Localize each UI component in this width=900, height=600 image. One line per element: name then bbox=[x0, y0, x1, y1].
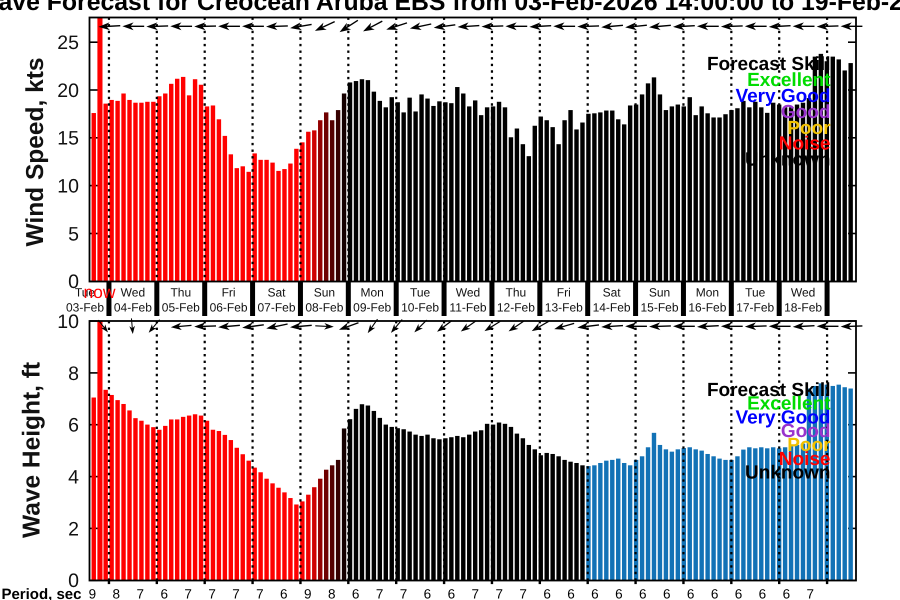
svg-text:Wed: Wed bbox=[456, 286, 480, 300]
svg-text:Sun: Sun bbox=[649, 286, 670, 300]
svg-text:7: 7 bbox=[400, 587, 408, 600]
svg-text:Tue: Tue bbox=[75, 286, 96, 300]
svg-text:Sun: Sun bbox=[314, 286, 335, 300]
svg-text:08-Feb: 08-Feb bbox=[305, 301, 343, 315]
svg-text:6: 6 bbox=[639, 587, 647, 600]
svg-text:Thu: Thu bbox=[170, 286, 191, 300]
svg-text:Mon: Mon bbox=[696, 286, 719, 300]
svg-text:8: 8 bbox=[328, 587, 336, 600]
svg-text:Poor: Poor bbox=[787, 435, 831, 456]
svg-text:25: 25 bbox=[57, 32, 79, 54]
svg-text:11-Feb: 11-Feb bbox=[449, 301, 486, 315]
svg-text:6: 6 bbox=[711, 587, 719, 600]
svg-text:Fri: Fri bbox=[222, 286, 236, 300]
svg-text:6: 6 bbox=[280, 587, 288, 600]
svg-text:8: 8 bbox=[113, 587, 121, 600]
svg-text:Excellent: Excellent bbox=[747, 70, 831, 91]
svg-text:Good: Good bbox=[781, 421, 831, 442]
svg-text:6: 6 bbox=[783, 587, 791, 600]
svg-text:Forecast Skill: Forecast Skill bbox=[707, 54, 831, 75]
svg-text:Excellent: Excellent bbox=[747, 394, 831, 415]
svg-text:Very Good: Very Good bbox=[735, 407, 830, 428]
svg-text:4: 4 bbox=[68, 467, 79, 489]
svg-text:6: 6 bbox=[448, 587, 456, 600]
svg-text:Tue: Tue bbox=[745, 286, 766, 300]
svg-text:14-Feb: 14-Feb bbox=[593, 301, 631, 315]
svg-text:7: 7 bbox=[232, 587, 240, 600]
svg-text:6: 6 bbox=[352, 587, 360, 600]
svg-text:6: 6 bbox=[160, 587, 168, 600]
svg-text:5: 5 bbox=[68, 223, 79, 245]
svg-text:13-Feb: 13-Feb bbox=[545, 301, 583, 315]
svg-text:7: 7 bbox=[472, 587, 480, 600]
svg-text:0: 0 bbox=[68, 570, 79, 592]
svg-text:10: 10 bbox=[57, 176, 79, 198]
svg-text:6: 6 bbox=[591, 587, 599, 600]
svg-text:Wind Speed, kts: Wind Speed, kts bbox=[22, 57, 49, 246]
svg-text:Thu: Thu bbox=[506, 286, 527, 300]
svg-text:6: 6 bbox=[663, 587, 671, 600]
svg-text:Fri: Fri bbox=[557, 286, 571, 300]
svg-text:9: 9 bbox=[89, 587, 97, 600]
svg-text:6: 6 bbox=[68, 415, 79, 437]
svg-text:7: 7 bbox=[519, 587, 527, 600]
svg-text:6: 6 bbox=[615, 587, 623, 600]
svg-text:9: 9 bbox=[304, 587, 312, 600]
svg-text:7: 7 bbox=[208, 587, 216, 600]
svg-text:Mon: Mon bbox=[361, 286, 384, 300]
svg-text:Poor: Poor bbox=[787, 118, 831, 139]
svg-text:09-Feb: 09-Feb bbox=[353, 301, 391, 315]
svg-text:20: 20 bbox=[57, 80, 79, 102]
svg-text:Unknown: Unknown bbox=[745, 463, 831, 484]
svg-text:Wave Forecast for Creocean Aru: Wave Forecast for Creocean Aruba EBS fro… bbox=[0, 0, 900, 16]
svg-text:now: now bbox=[83, 282, 115, 302]
svg-text:Tue: Tue bbox=[410, 286, 431, 300]
svg-text:05-Feb: 05-Feb bbox=[162, 301, 200, 315]
svg-text:6: 6 bbox=[735, 587, 743, 600]
svg-text:Noise: Noise bbox=[779, 449, 831, 470]
svg-text:8: 8 bbox=[68, 363, 79, 385]
svg-text:06-Feb: 06-Feb bbox=[210, 301, 248, 315]
svg-text:Wed: Wed bbox=[121, 286, 145, 300]
svg-text:Wed: Wed bbox=[791, 286, 815, 300]
svg-text:10: 10 bbox=[57, 311, 79, 333]
svg-text:2: 2 bbox=[68, 518, 79, 540]
svg-text:Wave Height, ft: Wave Height, ft bbox=[19, 362, 46, 538]
svg-text:Noise: Noise bbox=[779, 134, 831, 155]
svg-text:Forecast Skill: Forecast Skill bbox=[707, 380, 831, 401]
svg-text:6: 6 bbox=[424, 587, 432, 600]
svg-text:12-Feb: 12-Feb bbox=[497, 301, 535, 315]
svg-text:03-Feb: 03-Feb bbox=[66, 301, 104, 315]
svg-text:16-Feb: 16-Feb bbox=[688, 301, 726, 315]
svg-text:7: 7 bbox=[137, 587, 145, 600]
svg-text:18-Feb: 18-Feb bbox=[784, 301, 822, 315]
svg-text:Sat: Sat bbox=[267, 286, 286, 300]
svg-text:Very Good: Very Good bbox=[735, 86, 830, 107]
svg-text:7: 7 bbox=[256, 587, 264, 600]
svg-text:10-Feb: 10-Feb bbox=[401, 301, 439, 315]
svg-text:6: 6 bbox=[543, 587, 551, 600]
svg-text:7: 7 bbox=[376, 587, 384, 600]
svg-text:7: 7 bbox=[807, 587, 815, 600]
svg-text:15-Feb: 15-Feb bbox=[640, 301, 678, 315]
svg-text:0: 0 bbox=[68, 271, 79, 293]
svg-text:Good: Good bbox=[781, 102, 831, 123]
svg-text:6: 6 bbox=[759, 587, 767, 600]
svg-text:Unknown: Unknown bbox=[745, 150, 831, 171]
svg-text:17-Feb: 17-Feb bbox=[736, 301, 774, 315]
svg-text:04-Feb: 04-Feb bbox=[114, 301, 152, 315]
svg-text:7: 7 bbox=[495, 587, 503, 600]
svg-text:07-Feb: 07-Feb bbox=[257, 301, 295, 315]
svg-text:15: 15 bbox=[57, 128, 79, 150]
svg-text:7: 7 bbox=[184, 587, 192, 600]
svg-text:Sat: Sat bbox=[603, 286, 622, 300]
svg-text:Period, sec: Period, sec bbox=[1, 586, 81, 600]
svg-text:6: 6 bbox=[687, 587, 695, 600]
svg-text:6: 6 bbox=[567, 587, 575, 600]
